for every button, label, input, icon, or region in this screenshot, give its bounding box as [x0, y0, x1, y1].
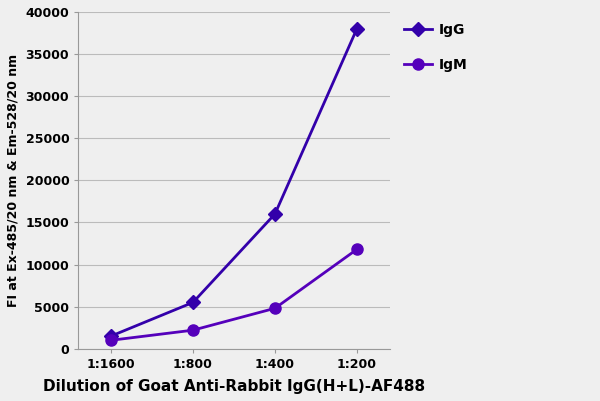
- IgM: [353, 247, 361, 252]
- Legend: IgG, IgM: IgG, IgM: [400, 19, 472, 76]
- IgM: [190, 328, 197, 332]
- IgG: [353, 26, 361, 31]
- X-axis label: Dilution of Goat Anti-Rabbit IgG(H+L)-AF488: Dilution of Goat Anti-Rabbit IgG(H+L)-AF…: [43, 379, 425, 394]
- Line: IgM: IgM: [106, 244, 362, 346]
- IgM: [271, 306, 278, 311]
- IgG: [107, 334, 115, 338]
- Y-axis label: FI at Ex-485/20 nm & Em-528/20 nm: FI at Ex-485/20 nm & Em-528/20 nm: [7, 54, 20, 307]
- IgG: [190, 300, 197, 305]
- IgG: [271, 212, 278, 217]
- Line: IgG: IgG: [106, 24, 362, 341]
- IgM: [107, 338, 115, 343]
